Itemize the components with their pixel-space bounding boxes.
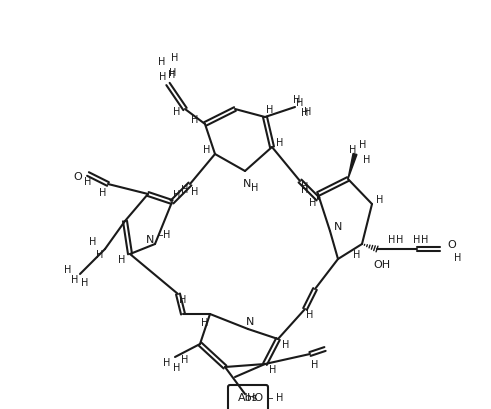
Text: H: H [296, 98, 304, 108]
Text: H: H [164, 357, 171, 367]
Text: H: H [301, 108, 309, 118]
Text: –: – [157, 229, 163, 239]
Text: H: H [71, 274, 79, 284]
Text: H: H [293, 95, 300, 105]
Text: H: H [118, 254, 126, 264]
Text: H: H [421, 234, 429, 245]
Text: HO: HO [246, 392, 264, 402]
Text: H: H [158, 57, 165, 67]
Text: H: H [168, 70, 176, 80]
Text: H: H [173, 189, 181, 200]
Text: H: H [301, 184, 309, 195]
Text: H: H [306, 309, 314, 319]
Text: H: H [191, 115, 199, 125]
Text: H: H [376, 195, 383, 204]
Text: H: H [201, 317, 209, 327]
Text: OH: OH [374, 259, 390, 270]
Text: H: H [64, 264, 72, 274]
Text: N: N [334, 221, 342, 231]
Text: H: H [173, 362, 181, 372]
Text: H: H [191, 187, 199, 196]
Text: N: N [146, 234, 154, 245]
Text: H: H [309, 198, 317, 207]
Polygon shape [348, 154, 357, 180]
Text: H: H [413, 234, 421, 245]
Text: H: H [276, 138, 284, 148]
Text: H: H [84, 177, 92, 187]
Text: H: H [99, 188, 107, 198]
Text: H: H [301, 182, 309, 191]
Text: H: H [181, 354, 189, 364]
Text: H: H [169, 68, 177, 78]
Text: H: H [363, 155, 371, 164]
Text: H: H [82, 277, 89, 287]
Text: Abs: Abs [238, 392, 258, 402]
Text: H: H [304, 107, 312, 117]
FancyBboxPatch shape [228, 385, 268, 409]
Text: O: O [74, 172, 82, 182]
Text: H: H [349, 145, 356, 155]
Text: H: H [354, 249, 361, 259]
Text: H: H [89, 236, 97, 246]
Text: H: H [388, 234, 396, 245]
Text: H: H [171, 53, 179, 63]
Text: H: H [96, 249, 104, 259]
Text: H: H [251, 182, 259, 193]
Text: –: – [267, 392, 273, 402]
Text: H: H [181, 184, 189, 195]
Text: H: H [269, 364, 277, 374]
Text: H: H [282, 339, 290, 349]
Text: H: H [454, 252, 462, 262]
Text: H: H [266, 105, 273, 115]
Text: O: O [448, 239, 456, 249]
Text: N: N [243, 179, 251, 189]
Text: H: H [179, 294, 187, 304]
Text: H: H [164, 229, 171, 239]
Text: H: H [173, 107, 181, 117]
Text: H: H [359, 139, 367, 150]
Text: H: H [396, 234, 404, 245]
Text: H: H [311, 359, 319, 369]
Text: H: H [159, 72, 166, 82]
Text: H: H [276, 392, 284, 402]
Text: N: N [246, 316, 254, 326]
Text: H: H [203, 145, 211, 155]
